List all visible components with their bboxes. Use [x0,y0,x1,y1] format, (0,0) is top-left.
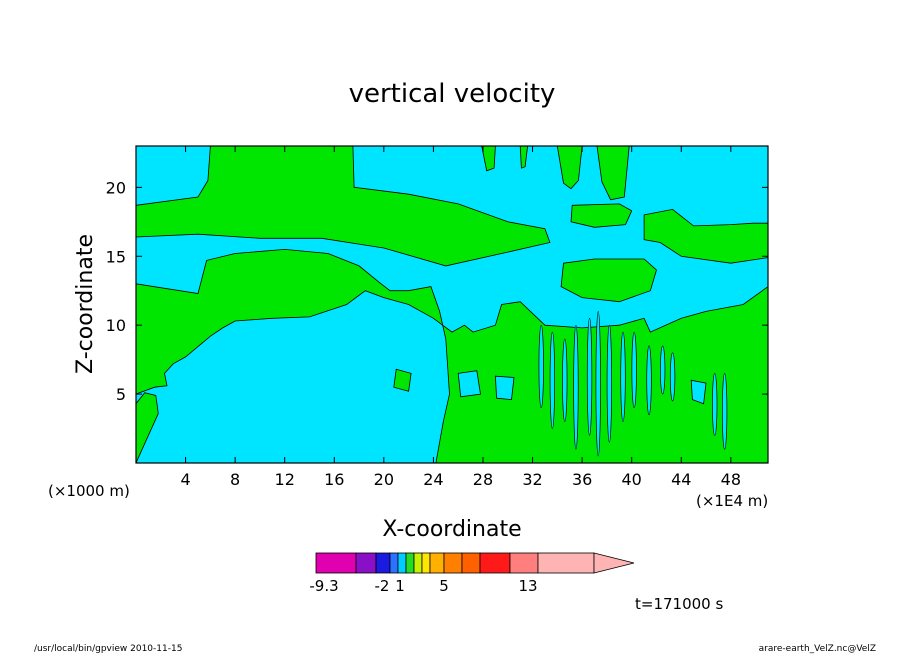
colorbar-swatch [375,552,391,574]
x-axis: 4 8 12 16 20 24 28 32 36 40 44 48 [180,146,741,489]
colorbar-tick-label: 13 [518,577,537,595]
region-streak-9 [631,331,637,409]
colorbar-swatch [461,552,481,574]
footer-left: /usr/local/bin/gpview 2010-11-15 [34,644,182,654]
colorbar-swatch [421,552,431,574]
region-top-streak-1 [481,146,496,172]
colorbar-tick-label: -9.3 [309,577,338,595]
x-scale-note-right: (×1E4 m) [696,492,768,510]
y-tick-label: 10 [106,316,126,335]
colorbar-tick-label: 1 [395,577,405,595]
region-streak-14 [721,373,728,450]
colorbar: -9.3 -2 1 5 13 [309,552,635,595]
colorbar-arrow [593,552,635,574]
x-tick-label: 4 [180,470,190,489]
colorbar-swatch [405,552,415,574]
colorbar-swatch [509,552,539,574]
region-upper-band [136,146,551,267]
region-streak-1 [538,324,544,409]
colorbar-swatch [355,552,377,574]
region-streak-8 [620,331,626,423]
chart-title: vertical velocity [349,79,556,109]
region-left-blob [393,368,412,392]
colorbar-swatch [537,552,595,574]
region-low-blob [136,392,159,463]
x-scale-note-left: (×1000 m) [48,482,130,500]
region-streak-4 [573,324,579,450]
x-tick-label: 32 [522,470,542,489]
hole-2 [494,375,515,401]
region-streak-6 [595,311,601,457]
x-tick-label: 40 [622,470,642,489]
contour-regions [136,146,768,463]
region-streak-3 [562,338,568,423]
y-axis-label: Z-coordinate [73,234,98,374]
x-tick-label: 28 [473,470,493,489]
plot-frame [135,145,769,464]
x-tick-label: 44 [671,470,691,489]
colorbar-swatch [389,552,399,574]
y-axis: 5 10 15 20 [106,178,768,404]
x-tick-label: 36 [572,470,592,489]
hole-3 [690,379,707,405]
x-tick-label: 12 [275,470,295,489]
y-tick-label: 20 [106,178,126,197]
colorbar-tick-label: 5 [439,577,449,595]
colorbar-swatch [479,552,511,574]
region-right-blob [570,203,633,228]
region-streak-12 [669,352,676,402]
region-top-streak-3 [556,146,583,190]
x-tick-label: 16 [324,470,344,489]
x-tick-label: 24 [423,470,443,489]
footer-right: arare-earth_VelZ.nc@VelZ [759,644,876,654]
plot-area [135,145,769,464]
region-streak-11 [660,345,666,395]
region-streak-7 [606,324,613,443]
colorbar-swatch [315,552,357,574]
x-tick-label: 48 [721,470,741,489]
region-streak-5 [586,317,593,436]
y-tick-label: 15 [106,247,126,266]
region-top-streak-4 [596,146,630,201]
colorbar-swatch [413,552,423,574]
region-streak-13 [712,373,718,436]
colorbar-swatch [443,552,463,574]
y-tick-label: 5 [116,385,126,404]
region-streak-2 [549,331,556,429]
hole-1 [457,370,481,398]
time-label: t=171000 s [635,595,723,613]
x-axis-label: X-coordinate [382,517,521,542]
region-center-ring [560,258,657,303]
x-tick-label: 20 [374,470,394,489]
x-tick-label: 8 [230,470,240,489]
region-right-band [643,208,768,264]
colorbar-swatch [397,552,407,574]
region-top-streak-2 [519,146,529,169]
region-streak-10 [646,345,652,416]
colorbar-swatch [429,552,445,574]
colorbar-tick-label: -2 [375,577,390,595]
